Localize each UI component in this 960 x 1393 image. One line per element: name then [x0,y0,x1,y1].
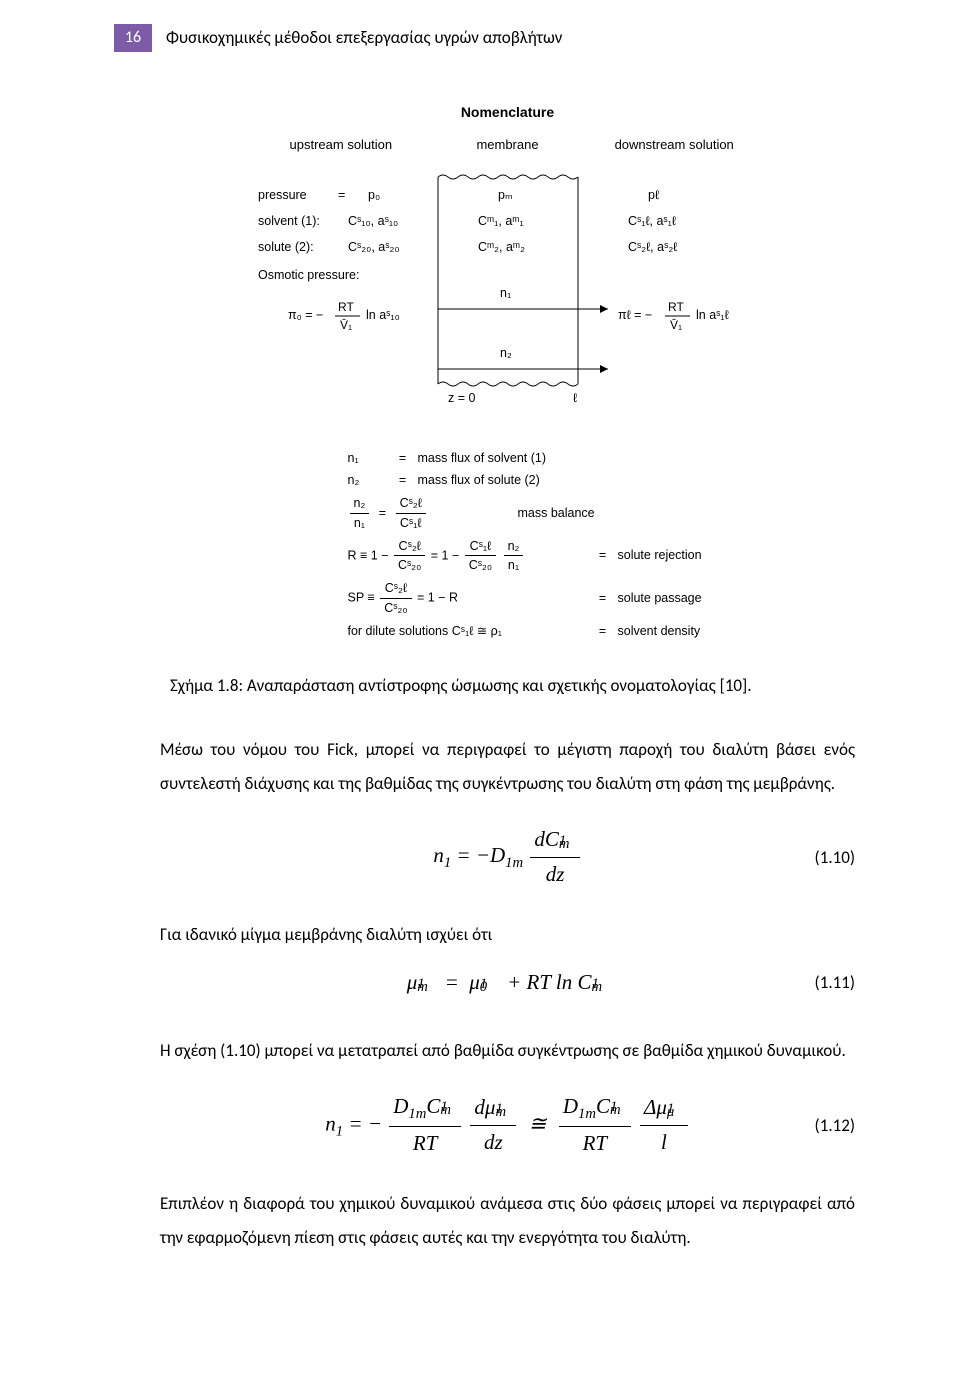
equation-3: n1 = − D1mCm1 RT dμm1 dz ≅ D1mCm1 RT Δμμ… [325,1090,689,1161]
svg-text:Osmotic pressure:: Osmotic pressure: [258,268,359,282]
def-n2: n₂ = mass flux of solute (2) [348,471,768,490]
def-ratio-desc: mass balance [518,504,595,523]
def-n1-desc: mass flux of solvent (1) [418,449,547,468]
def-dilute-desc: solvent density [618,622,701,641]
def-dilute: for dilute solutions Cˢ₁ℓ ≅ ρ₁ = solvent… [348,622,768,641]
nomenclature-defs: n₁ = mass flux of solvent (1) n₂ = mass … [248,449,768,641]
svg-text:Cˢ₂₀, aˢ₂₀: Cˢ₂₀, aˢ₂₀ [348,240,400,254]
def-SP: SP ≡ Cˢ₂ℓCˢ₂₀ = 1 − R = solute passage [348,579,768,618]
paragraph-1: Μέσω του νόμου του Fick, μπορεί να περιγ… [160,733,855,801]
def-n2-sym: n₂ [348,471,388,490]
svg-text:π₀ = −: π₀ = − [288,308,323,322]
equation-2-row: μm1 = μ01 + RT ln Cm1 (1.11) [160,958,855,1008]
svg-text:n₂: n₂ [500,346,512,360]
paragraph-4: Επιπλέον η διαφορά του χημικού δυναμικού… [160,1187,855,1255]
equation-3-row: n1 = − D1mCm1 RT dμm1 dz ≅ D1mCm1 RT Δμμ… [160,1090,855,1161]
svg-text:πℓ = −: πℓ = − [618,308,652,322]
svg-text:pressure: pressure [258,188,307,202]
def-n2-desc: mass flux of solute (2) [418,471,540,490]
equals-icon: = [588,546,618,565]
svg-text:Cˢ₂ℓ, aˢ₂ℓ: Cˢ₂ℓ, aˢ₂ℓ [628,240,677,254]
nomenclature-title: Nomenclature [248,102,768,123]
def-R-desc: solute rejection [618,546,702,565]
equation-2-number: (1.11) [815,969,855,996]
nomenclature-columns: upstream solution membrane downstream so… [248,135,768,155]
page-header: 16 Φυσικοχημικές μέθοδοι επεξεργασίας υγ… [0,0,960,62]
header-title: Φυσικοχημικές μέθοδοι επεξεργασίας υγρών… [166,24,562,51]
svg-text:solute (2):: solute (2): [258,240,314,254]
col-membrane: membrane [424,135,591,155]
svg-text:z = 0: z = 0 [448,391,475,405]
def-dilute-sym: for dilute solutions Cˢ₁ℓ ≅ ρ₁ [348,622,588,641]
def-SP-desc: solute passage [618,589,702,608]
equals-icon: = [388,449,418,468]
col-downstream: downstream solution [591,135,758,155]
content-area: Nomenclature upstream solution membrane … [0,62,960,1337]
paragraph-3: Η σχέση (1.10) μπορεί να μετατραπεί από … [160,1034,855,1068]
figure-caption: Σχήμα 1.8: Αναπαράσταση αντίστροφης ώσμω… [160,672,855,699]
svg-text:ln aˢ₁₀: ln aˢ₁₀ [366,308,400,322]
svg-text:ℓ: ℓ [573,391,577,405]
equation-3-number: (1.12) [815,1112,855,1139]
page-number: 16 [125,25,141,51]
equation-1: n1 = −D1m dCm1 dz [433,823,581,891]
equation-1-number: (1.10) [815,844,855,871]
def-n1-sym: n₁ [348,449,388,468]
svg-text:RT: RT [338,300,354,314]
def-ratio: n₂n₁ = Cˢ₂ℓCˢ₁ℓ mass balance [348,494,768,533]
svg-text:solvent (1):: solvent (1): [258,214,320,228]
equals-icon: = [388,471,418,490]
svg-text:=: = [338,188,345,202]
equation-1-row: n1 = −D1m dCm1 dz (1.10) [160,823,855,891]
svg-text:Cˢ₁ℓ, aˢ₁ℓ: Cˢ₁ℓ, aˢ₁ℓ [628,214,676,228]
svg-text:pℓ: pℓ [648,188,659,202]
svg-text:Cᵐ₂, aᵐ₂: Cᵐ₂, aᵐ₂ [478,240,525,254]
equals-icon: = [588,589,618,608]
paragraph-2: Για ιδανικό μίγμα μεμβράνης διαλύτη ισχύ… [160,918,855,952]
svg-text:pₘ: pₘ [498,188,513,202]
svg-text:p₀: p₀ [368,188,380,202]
svg-text:V̄₁: V̄₁ [670,318,682,332]
equals-icon: = [588,622,618,641]
svg-text:n₁: n₁ [500,286,511,300]
svg-text:RT: RT [668,300,684,314]
svg-text:Cˢ₁₀, aˢ₁₀: Cˢ₁₀, aˢ₁₀ [348,214,398,228]
nomenclature-figure: Nomenclature upstream solution membrane … [248,102,768,644]
def-n1: n₁ = mass flux of solvent (1) [348,449,768,468]
col-upstream: upstream solution [258,135,425,155]
svg-text:V̄₁: V̄₁ [340,318,352,332]
svg-text:Cᵐ₁, aᵐ₁: Cᵐ₁, aᵐ₁ [478,214,524,228]
page-number-box: 16 [114,24,152,52]
def-R: R ≡ 1 − Cˢ₂ℓCˢ₂₀ = 1 − Cˢ₁ℓCˢ₂₀ n₂n₁ = s… [348,537,768,576]
nomenclature-svg: pressure = p₀ pₘ pℓ solvent (1): Cˢ₁₀, a… [248,159,768,439]
equation-2: μm1 = μ01 + RT ln Cm1 [407,966,609,1000]
figure-wrap: Nomenclature upstream solution membrane … [160,102,855,644]
svg-text:ln aˢ₁ℓ: ln aˢ₁ℓ [696,308,729,322]
